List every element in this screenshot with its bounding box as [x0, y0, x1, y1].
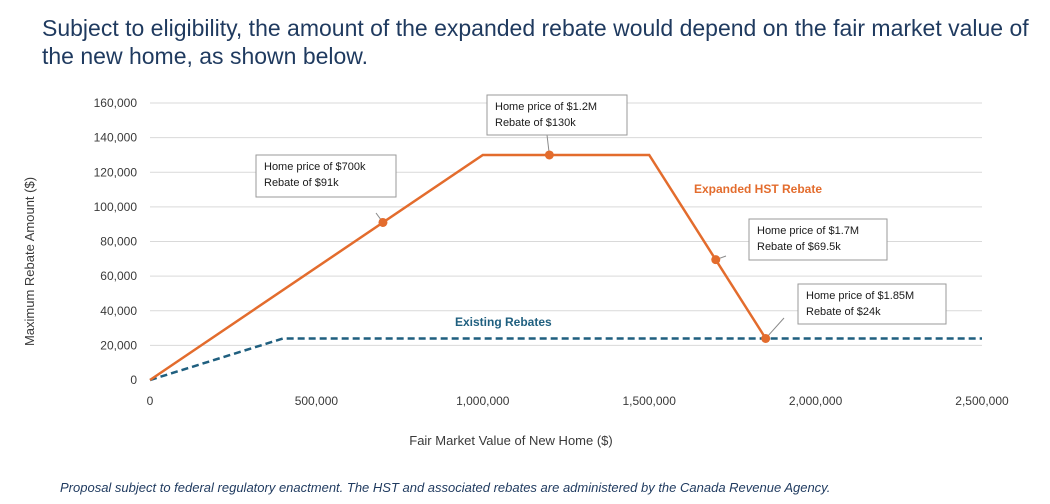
y-tick-label: 60,000	[100, 269, 137, 283]
callout-annotations: Home price of $700k Rebate of $91k Home pr…	[255, 94, 947, 343]
y-tick-label: 140,000	[94, 131, 138, 145]
page-headline: Subject to eligibility, the amount of th…	[42, 15, 1029, 69]
callout-box	[797, 283, 947, 325]
series-lines	[149, 153, 982, 382]
callout-text: Rebate of $130k	[495, 117, 576, 129]
callout-box	[255, 154, 397, 198]
x-axis-title: Fair Market Value of New Home ($)	[409, 433, 613, 448]
y-tick-label: 100,000	[94, 200, 138, 214]
callout-text: Rebate of $69.5k	[757, 241, 841, 253]
x-tick-label: 500,000	[295, 394, 339, 408]
footnote: Proposal subject to federal regulatory e…	[60, 480, 831, 495]
callout-text: Home price of $1.7M	[757, 225, 859, 237]
data-point-marker	[711, 255, 721, 265]
y-tick-label: 120,000	[94, 165, 138, 179]
callout-text: Rebate of $24k	[806, 306, 881, 318]
callout-text: Home price of $700k	[264, 161, 366, 173]
series-label-existing: Existing Rebates	[455, 315, 552, 329]
callout-text: Home price of $1.85M	[806, 290, 914, 302]
expanded-hst-rebate-line	[149, 153, 767, 382]
y-tick-label: 160,000	[94, 96, 138, 110]
x-tick-label: 1,000,000	[456, 394, 510, 408]
callout-box	[748, 218, 888, 261]
y-tick-label: 40,000	[100, 304, 137, 318]
rebate-line-chart: 0 20,000 40,000 60,000 80,000 100,000 120,000 1…	[22, 94, 1009, 448]
y-tick-label: 80,000	[100, 235, 137, 249]
existing-rebates-line	[149, 337, 982, 382]
data-point-marker	[544, 150, 554, 160]
data-point-marker	[761, 333, 771, 343]
callout-text: Rebate of $91k	[264, 177, 339, 189]
x-tick-label: 2,500,000	[955, 394, 1009, 408]
x-axis-ticks: 0 500,000 1,000,000 1,500,000 2,000,000 2,500…	[147, 394, 1009, 408]
x-tick-label: 2,000,000	[789, 394, 843, 408]
callout-leader	[765, 317, 785, 339]
y-axis-title: Maximum Rebate Amount ($)	[22, 177, 37, 346]
y-axis-ticks: 0 20,000 40,000 60,000 80,000 100,000 120,000 1…	[94, 96, 138, 387]
x-tick-label: 1,500,000	[623, 394, 677, 408]
y-tick-label: 20,000	[100, 338, 137, 352]
callout-box	[486, 94, 628, 136]
x-tick-label: 0	[147, 394, 154, 408]
series-label-expanded: Expanded HST Rebate	[694, 182, 822, 196]
y-tick-label: 0	[130, 373, 137, 387]
callout-text: Home price of $1.2M	[495, 101, 597, 113]
data-point-marker	[378, 217, 388, 227]
